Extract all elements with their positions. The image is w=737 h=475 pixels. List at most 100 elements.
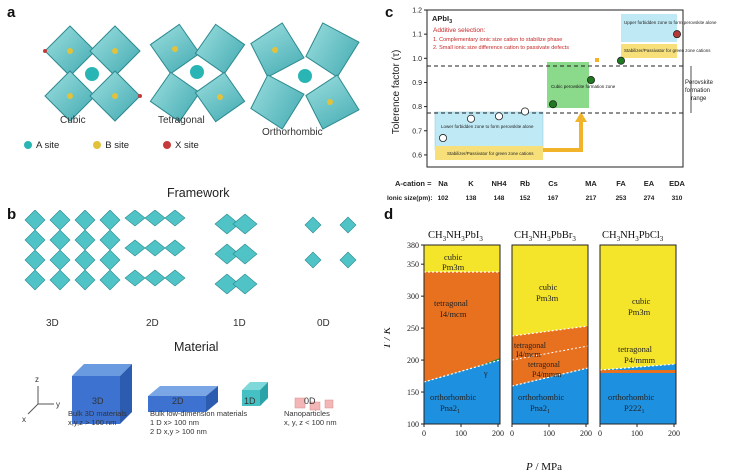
cation-label: MA bbox=[585, 179, 597, 188]
title-pbcl3: CH3NH3PbCl3 bbox=[602, 230, 664, 243]
upper-zone-box bbox=[621, 14, 677, 42]
block-2d bbox=[148, 386, 218, 412]
c-ytick-label: 1.1 bbox=[412, 32, 422, 39]
cation-label: Cs bbox=[548, 179, 558, 188]
orthorhombic-structure bbox=[250, 22, 360, 130]
additive-title: Additive selection: bbox=[433, 27, 486, 34]
pbi3-gamma: γ bbox=[483, 369, 488, 378]
block-3d bbox=[72, 364, 132, 424]
cation-label: Na bbox=[438, 179, 448, 188]
axis-y-label: y bbox=[56, 400, 60, 409]
dim-label-2d: 2D bbox=[146, 318, 159, 329]
framework-0d bbox=[304, 216, 357, 269]
panel-a-label: a bbox=[7, 4, 16, 21]
c-ytick-label: 0.7 bbox=[412, 128, 422, 135]
pbbr3-tetragonal-1: tetragonal bbox=[514, 341, 547, 350]
d-ytick-label: 200 bbox=[407, 356, 419, 365]
c-data-point bbox=[548, 100, 557, 109]
d-ytick-label: 250 bbox=[407, 324, 419, 333]
formula-label: APbI3 bbox=[432, 14, 452, 25]
c-data-point bbox=[467, 114, 476, 123]
axis-z-label: z bbox=[35, 375, 39, 384]
pbbr3-pm3m: Pm3m bbox=[536, 293, 559, 303]
legend-x-site: X site bbox=[163, 140, 199, 151]
dim-label-3d: 3D bbox=[46, 318, 59, 329]
structure-label-tetragonal: Tetragonal bbox=[158, 115, 205, 126]
d-x-axis-label: P / MPa bbox=[525, 461, 562, 473]
framework-2d bbox=[124, 210, 186, 287]
upper-stabilizer-box bbox=[621, 44, 677, 58]
c-data-point bbox=[616, 56, 625, 65]
d-ytick-label: 150 bbox=[407, 388, 419, 397]
d-xtick-label: 0 bbox=[510, 429, 514, 438]
c-ytick-label: 1.0 bbox=[412, 56, 422, 63]
c-ytick-label: 0.9 bbox=[412, 80, 422, 87]
cation-label: EDA bbox=[669, 179, 685, 188]
pbi3-i4mcm: I4/mcm bbox=[440, 309, 467, 319]
material-heading: Material bbox=[174, 340, 219, 354]
d-xtick-label: 100 bbox=[543, 429, 555, 438]
title-pbbr3: CH3NH3PbBr3 bbox=[514, 230, 576, 243]
ionic-size-label: 274 bbox=[644, 195, 655, 202]
c-data-point bbox=[520, 107, 529, 116]
ionic-row-label: Ionic size(pm): bbox=[387, 195, 433, 202]
range-label-2: formation bbox=[685, 88, 710, 94]
block-1d bbox=[242, 382, 268, 406]
caption-0d: Nanoparticles x, y, z < 100 nm bbox=[284, 409, 337, 427]
d-xtick-label: 100 bbox=[455, 429, 467, 438]
framework-heading: Framework bbox=[167, 186, 230, 200]
pbbr3-orthorhombic: orthorhombic bbox=[518, 392, 564, 402]
pbi3-pm3m: Pm3m bbox=[442, 262, 465, 272]
axis-indicator bbox=[27, 386, 54, 415]
pbbr3-pna21: Pna21 bbox=[530, 403, 550, 415]
ionic-size-label: 310 bbox=[672, 195, 683, 202]
d-y-axis-label: T / K bbox=[384, 326, 393, 348]
panel-d-label: d bbox=[384, 206, 394, 223]
c-data-point bbox=[672, 30, 681, 39]
pbcl3-pm3m: Pm3m bbox=[628, 307, 651, 317]
c-ytick-label: 0.6 bbox=[412, 152, 422, 159]
dim-label-1d: 1D bbox=[233, 318, 246, 329]
range-label-1: Perovskite bbox=[685, 80, 714, 86]
lower-stabilizer-box bbox=[435, 146, 543, 160]
subplot-pbcl3 bbox=[599, 244, 677, 425]
lower-stab-text: Stabilizer/Passivator for green zone cat… bbox=[447, 151, 534, 156]
lower-zone-text: Lower forbidden zone to form perovskite … bbox=[441, 124, 534, 129]
ionic-size-label: 138 bbox=[466, 195, 477, 202]
pbcl3-orthorhombic: orthorhombic bbox=[608, 392, 654, 402]
title-pbi3: CH3NH3PbI3 bbox=[428, 230, 483, 243]
block-0d bbox=[294, 397, 334, 411]
panel-b-label: b bbox=[7, 206, 17, 223]
pbi3-cubic: cubic bbox=[444, 252, 463, 262]
d-xtick-label: 100 bbox=[631, 429, 643, 438]
dim-label-0d: 0D bbox=[317, 318, 330, 329]
d-xtick-label: 0 bbox=[422, 429, 426, 438]
block-label-2d: 2D bbox=[172, 396, 184, 406]
subplot-pbbr3 bbox=[511, 244, 589, 425]
cubic-structure bbox=[43, 25, 142, 122]
block-label-0d: 0D bbox=[304, 396, 316, 406]
d-ytick-label: 350 bbox=[407, 260, 419, 269]
c-data-point bbox=[439, 134, 448, 143]
cubic-zone-text: Cubic perovskite formation zone bbox=[551, 84, 616, 89]
d-xtick-label: 0 bbox=[598, 429, 602, 438]
c-data-point bbox=[495, 112, 504, 121]
lower-zone-box bbox=[434, 111, 544, 151]
pbi3-pna21: Pna21 bbox=[440, 403, 460, 415]
range-label-3: range bbox=[691, 96, 707, 102]
additive-item-2: 2. Small ionic size difference cation to… bbox=[433, 45, 569, 51]
c-ytick-label: 0.8 bbox=[412, 104, 422, 111]
d-xtick-label: 200 bbox=[668, 429, 680, 438]
cation-label: EA bbox=[644, 179, 655, 188]
upper-zone-text: Upper forbidden zone to form perovskite … bbox=[624, 20, 717, 25]
caption-2d: Bulk low-dimension materials 1 D x> 100 n… bbox=[150, 409, 248, 436]
y-axis-label: Tolerence factor (τ) bbox=[391, 50, 402, 135]
d-ytick-label: 100 bbox=[407, 420, 419, 429]
pbcl3-tetragonal: tetragonal bbox=[618, 344, 653, 354]
pbbr3-i4mcm: I4/mcm bbox=[516, 350, 542, 359]
d-ytick-label: 380 bbox=[407, 241, 419, 250]
tetragonal-structure bbox=[149, 23, 246, 123]
ionic-size-label: 253 bbox=[616, 195, 627, 202]
d-ytick-label: 300 bbox=[407, 292, 419, 301]
lower-arrow bbox=[543, 120, 583, 152]
